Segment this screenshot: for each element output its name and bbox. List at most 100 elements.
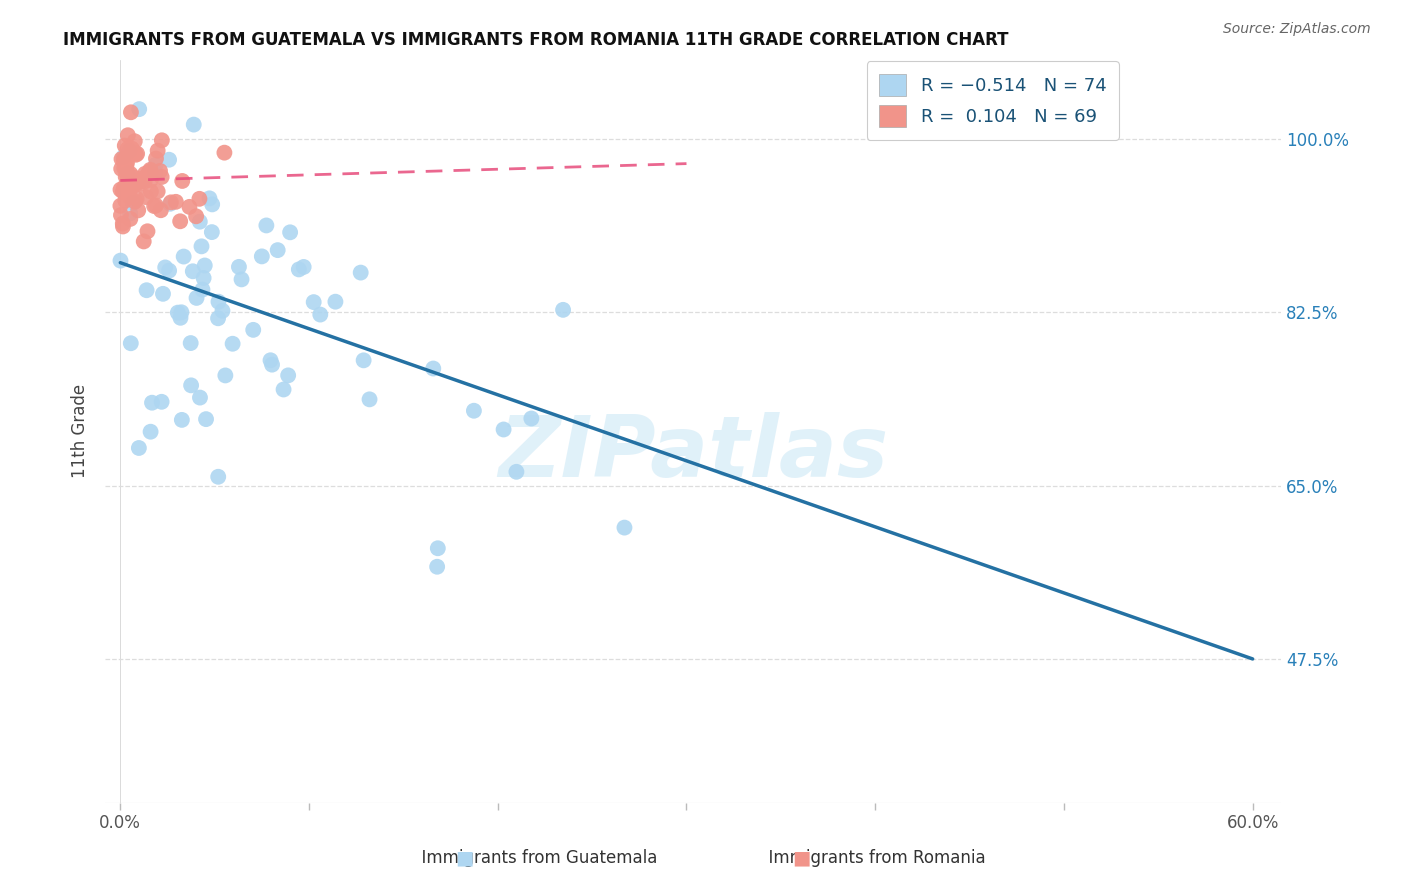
Point xyxy=(492,422,515,436)
Point xyxy=(292,260,315,274)
Point xyxy=(426,541,449,556)
Point xyxy=(110,199,132,213)
Point xyxy=(254,219,277,233)
Y-axis label: 11th Grade: 11th Grade xyxy=(72,384,89,478)
Point xyxy=(207,294,229,309)
Point xyxy=(110,183,132,197)
Text: Immigrants from Guatemala: Immigrants from Guatemala xyxy=(411,849,658,867)
Point xyxy=(201,197,224,211)
Point xyxy=(194,259,217,273)
Point xyxy=(134,174,156,188)
Point xyxy=(359,392,381,407)
Text: ■: ■ xyxy=(454,848,474,867)
Point xyxy=(145,158,167,172)
Point xyxy=(111,217,134,231)
Point xyxy=(110,208,132,222)
Point xyxy=(146,144,169,158)
Point xyxy=(128,102,150,116)
Point xyxy=(325,294,347,309)
Text: IMMIGRANTS FROM GUATEMALA VS IMMIGRANTS FROM ROMANIA 11TH GRADE CORRELATION CHAR: IMMIGRANTS FROM GUATEMALA VS IMMIGRANTS … xyxy=(63,31,1008,49)
Point xyxy=(520,411,543,425)
Point xyxy=(188,391,211,405)
Text: ■: ■ xyxy=(792,848,811,867)
Point xyxy=(165,194,187,209)
Point xyxy=(207,311,229,326)
Point xyxy=(179,200,201,214)
Point xyxy=(422,361,444,376)
Point xyxy=(139,162,162,177)
Point xyxy=(118,189,141,203)
Point xyxy=(125,192,148,206)
Point xyxy=(186,291,208,305)
Point xyxy=(278,225,301,239)
Point xyxy=(132,171,155,186)
Point xyxy=(110,161,132,176)
Point xyxy=(505,465,527,479)
Point xyxy=(201,225,224,239)
Point xyxy=(259,353,281,368)
Point xyxy=(128,441,150,455)
Point xyxy=(288,262,311,277)
Point xyxy=(155,260,177,275)
Point xyxy=(172,174,194,188)
Point xyxy=(173,250,195,264)
Point xyxy=(117,128,139,143)
Point xyxy=(127,146,149,161)
Point xyxy=(111,219,134,234)
Point xyxy=(166,305,188,319)
Point xyxy=(180,378,202,392)
Point xyxy=(551,302,574,317)
Point xyxy=(132,235,155,249)
Point xyxy=(159,196,181,211)
Point xyxy=(136,224,159,238)
Point xyxy=(115,162,138,177)
Point xyxy=(135,283,157,297)
Point xyxy=(273,383,295,397)
Point xyxy=(143,166,166,180)
Point xyxy=(169,214,191,228)
Point xyxy=(110,253,132,268)
Point xyxy=(191,283,214,297)
Point xyxy=(122,195,145,210)
Point xyxy=(214,368,236,383)
Point xyxy=(221,336,243,351)
Point xyxy=(183,118,205,132)
Point xyxy=(134,167,156,181)
Point xyxy=(231,272,253,286)
Point xyxy=(117,170,139,185)
Point xyxy=(117,142,139,156)
Point xyxy=(150,394,173,409)
Point xyxy=(112,152,135,166)
Point xyxy=(228,260,250,274)
Point xyxy=(114,194,136,208)
Point xyxy=(150,169,173,184)
Point xyxy=(170,413,193,427)
Point xyxy=(124,170,146,185)
Point xyxy=(125,147,148,161)
Point xyxy=(181,264,204,278)
Point xyxy=(117,182,139,196)
Point xyxy=(266,243,288,257)
Point xyxy=(141,395,163,409)
Point xyxy=(117,167,139,181)
Point xyxy=(146,185,169,199)
Point xyxy=(160,195,183,210)
Point xyxy=(277,368,299,383)
Point xyxy=(127,178,149,192)
Point xyxy=(112,180,135,194)
Point xyxy=(188,215,211,229)
Point xyxy=(112,153,135,168)
Point xyxy=(260,358,283,372)
Point xyxy=(169,310,191,325)
Point xyxy=(120,211,142,226)
Point xyxy=(139,164,162,178)
Point xyxy=(114,169,136,184)
Point xyxy=(426,559,449,574)
Text: Source: ZipAtlas.com: Source: ZipAtlas.com xyxy=(1223,22,1371,37)
Point xyxy=(118,179,141,194)
Point xyxy=(143,199,166,213)
Point xyxy=(124,134,146,148)
Point xyxy=(115,182,138,196)
Point xyxy=(188,192,211,206)
Point xyxy=(184,209,207,223)
